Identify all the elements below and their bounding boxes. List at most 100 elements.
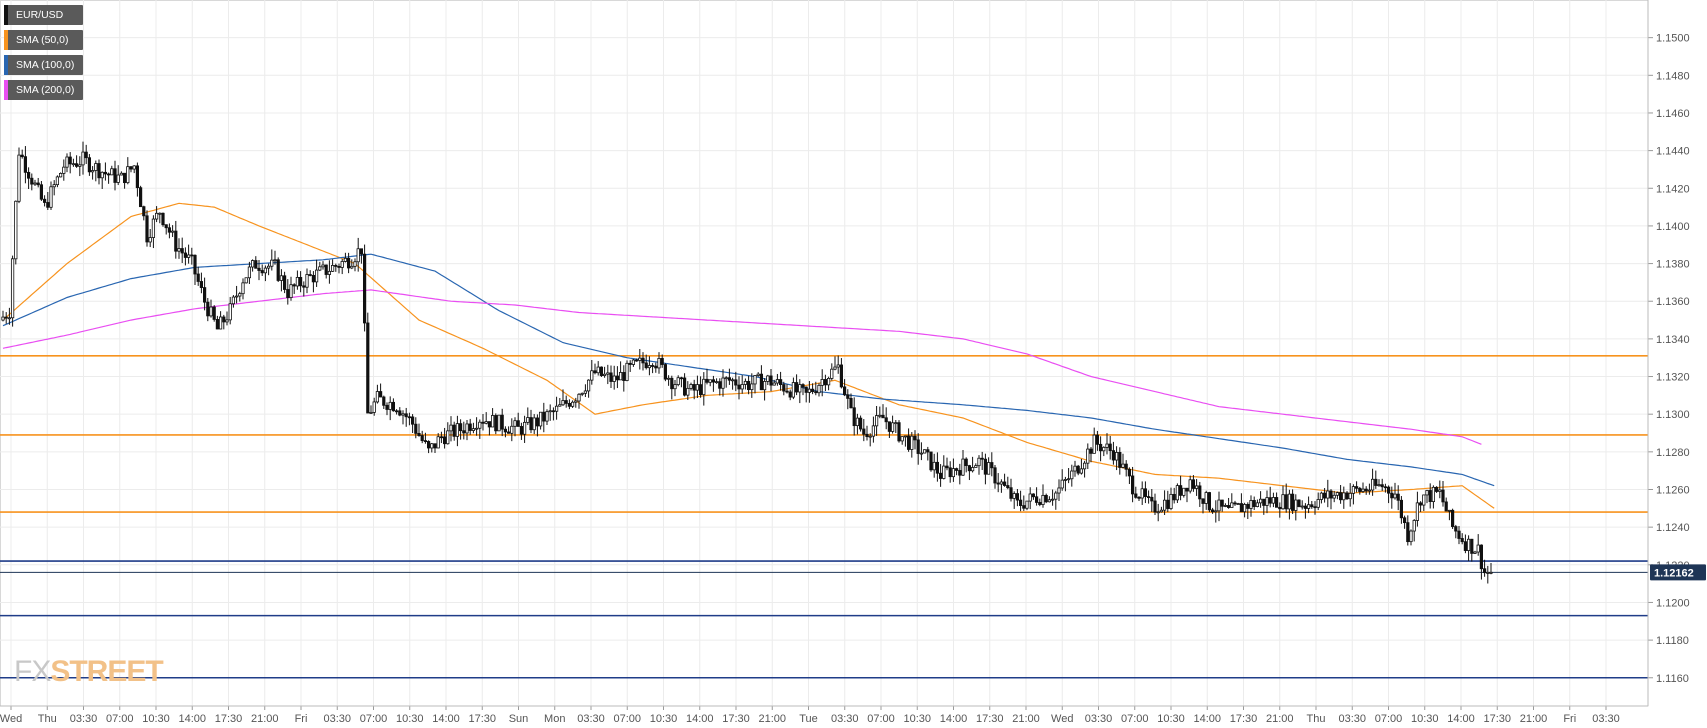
legend-item-sma200[interactable]: SMA (200,0) [4,80,84,100]
y-tick-label: 1.1300 [1656,409,1690,421]
candle-bearish [916,439,920,454]
candle-bearish [622,372,626,381]
candle-bearish [382,396,386,406]
candle-bullish [1371,478,1375,491]
candle-bearish [1153,500,1157,513]
x-tick-label: 17:30 [468,713,496,725]
candle-bullish [1473,551,1477,554]
candle-bullish [647,365,652,369]
candle-bearish [734,379,738,386]
candle-bearish [1150,496,1154,502]
candle-bullish [10,258,15,319]
legend-label: SMA (200,0) [16,84,75,96]
candle-bullish [266,265,271,269]
candle-bullish [977,457,981,467]
candle-bearish [1111,450,1115,461]
candle-bullish [526,417,530,423]
y-tick-label: 1.1200 [1656,597,1690,609]
candle-bearish [286,289,290,298]
candle-bullish [1361,488,1365,492]
candle-bearish [311,274,316,283]
candle-bearish [1227,505,1231,508]
candle-bearish [1387,486,1391,494]
legend-item-sma100[interactable]: SMA (100,0) [4,55,84,75]
candle-bullish [81,151,85,166]
candle-bearish [519,426,524,435]
candle-bearish [779,379,783,385]
candle-bearish [1291,493,1295,511]
candle-bullish [590,370,594,381]
candle-bullish [1255,502,1259,507]
candle-bullish [1409,530,1413,543]
candle-bullish [1070,470,1074,480]
candle-bullish [1041,494,1045,505]
fxstreet-logo: FXSTREET [14,657,164,687]
candle-bullish [1,316,5,321]
candle-bullish [430,443,434,449]
candle-bullish [209,306,213,317]
candle-bullish [1175,485,1179,501]
legend: EUR/USD SMA (50,0) SMA (100,0) SMA (200,… [4,5,84,105]
candle-bearish [414,423,418,434]
candle-bearish [955,468,959,471]
candle-bullish [606,372,610,375]
candle-bearish [1220,499,1224,507]
candle-bearish [212,306,216,320]
grid [0,0,1649,707]
x-tick-label: 21:00 [251,713,279,725]
candle-bullish [827,378,831,386]
candle-bearish [366,322,370,414]
candle-bearish [1185,487,1189,492]
candle-bearish [423,440,428,443]
candle-bullish [228,303,232,321]
candle-bullish [932,461,936,471]
candle-bearish [993,467,997,484]
candle-bearish [1435,486,1439,492]
candle-bullish [1195,485,1199,489]
candle-bearish [727,377,732,381]
candle-bullish [474,427,479,430]
legend-item-sma50[interactable]: SMA (50,0) [4,30,84,50]
candle-bullish [903,435,908,438]
candle-bearish [113,168,117,183]
candle-bullish [71,163,75,166]
candle-bullish [1028,493,1032,502]
candle-bearish [535,417,540,427]
candle-bullish [753,375,757,385]
candle-bullish [330,265,335,272]
candle-bearish [1239,503,1243,513]
candle-bullish [446,430,450,445]
candle-bearish [1419,502,1423,506]
candle-bearish [506,431,511,434]
candle-bullish [1367,489,1371,492]
legend-label: EUR/USD [16,9,64,21]
candle-bearish [1329,490,1333,499]
candle-bullish [596,366,600,374]
candle-bullish [657,358,661,369]
candle-bearish [417,432,421,436]
candle-bearish [378,391,383,398]
x-tick-label: 17:30 [1483,713,1511,725]
candle-bearish [907,435,911,450]
candle-bearish [958,470,962,476]
candle-bullish [587,379,591,392]
candle-bearish [967,465,972,472]
candle-bearish [84,151,88,159]
candle-bearish [1364,488,1368,492]
candle-bullish [951,468,956,478]
candle-bearish [39,184,44,200]
candle-bullish [59,173,63,178]
legend-item-eurusd[interactable]: EUR/USD [4,5,84,25]
candle-bearish [1211,509,1215,513]
candle-bullish [33,182,37,185]
candle-bullish [1467,538,1471,551]
x-tick-label: 07:00 [613,713,641,725]
candle-bullish [1431,486,1435,503]
candle-bullish [1204,492,1208,504]
candle-bearish [298,277,303,287]
x-tick-label: 03:30 [1085,713,1113,725]
candle-bearish [859,417,863,430]
candle-bearish [705,378,709,383]
candle-bearish [683,377,687,396]
candle-bearish [884,417,888,423]
